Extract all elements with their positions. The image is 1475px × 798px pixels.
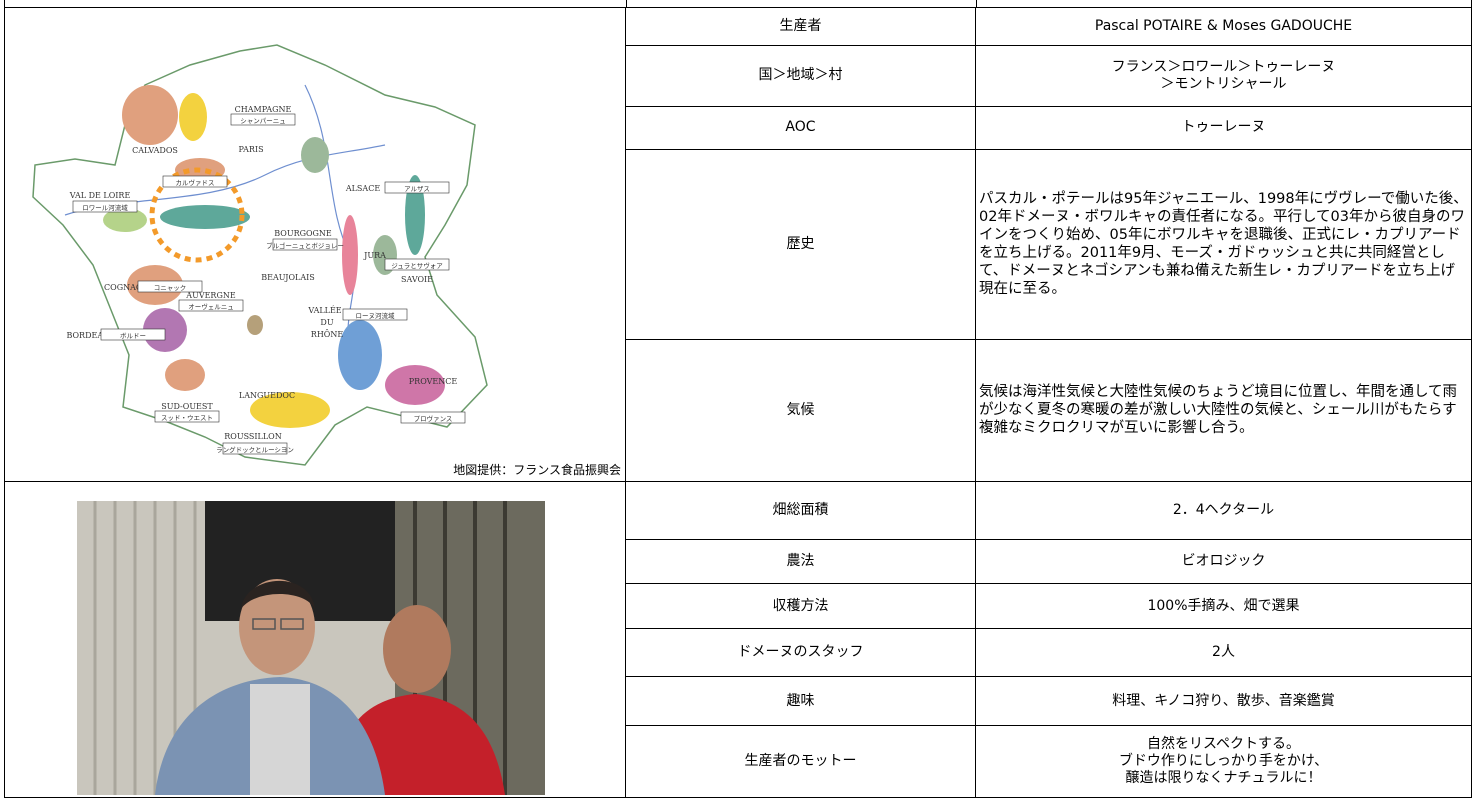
table-row: 国＞地域＞村 フランス＞ロワール＞トゥーレーヌ ＞モントリシャール (5, 45, 1472, 107)
label-box (222, 442, 288, 455)
map-label: ALSACE (345, 184, 380, 193)
map-label: DU (320, 318, 333, 327)
table-row: 収穫方法 100%手摘み、畑で選果 (5, 583, 1472, 630)
row-value: 2．4ヘクタール (975, 481, 1472, 540)
row-label: 収穫方法 (625, 583, 976, 630)
table-row: 気候 気候は海洋性気候と大陸性気候のちょうど境目に位置し、年間を通して雨が少なく夏… (5, 338, 1472, 483)
row-value: 100%手摘み、畑で選果 (975, 583, 1472, 630)
table-row: 趣味 料理、キノコ狩り、散歩、音楽鑑賞 (5, 675, 1472, 727)
map-label: LANGUEDOC (239, 391, 295, 400)
row-value: 自然をリスペクトする。 ブドウ作りにしっかり手をかけ、 醸造は限りなくナチュラル… (975, 725, 1472, 798)
label-box (400, 411, 466, 424)
map-label: PROVENCE (409, 377, 458, 386)
map-label: SUD-OUEST (161, 402, 213, 411)
row-label: 生産者のモットー (625, 725, 976, 798)
label-box (272, 238, 338, 251)
row-label: 生産者 (625, 6, 976, 47)
label-box (342, 308, 408, 321)
row-value: フランス＞ロワール＞トゥーレーヌ ＞モントリシャール (975, 45, 1472, 107)
map-label: BOURGOGNE (274, 229, 332, 238)
map-label: ラングドックとルーシヨン (216, 445, 294, 454)
map-caption: 地図提供：フランス食品振興会 (453, 463, 621, 477)
map-label: ボルドー (120, 332, 146, 340)
map-label: ブルゴーニュとボジョレー (266, 241, 344, 250)
table-row: AOC トゥーレーヌ (5, 105, 1472, 151)
page: CHAMPAGNE シャンパーニュ CALVADOS カルヴァドス PARIS ALSAC… (4, 0, 1472, 798)
row-label: 気候 (625, 338, 976, 483)
map-label: RHÔNE (311, 330, 344, 339)
map-label: コニャック (154, 284, 187, 292)
map-label: スッド・ウエスト (161, 414, 213, 422)
map-label: AUVERGNE (185, 291, 236, 300)
row-value: トゥーレーヌ (975, 105, 1472, 151)
row-label: 歴史 (625, 149, 976, 340)
producers-photo (77, 501, 545, 795)
map-label: BEAUJOLAIS (261, 273, 315, 282)
map-label: カルヴァドス (176, 178, 215, 187)
row-value: パスカル・ポテールは95年ジャニエール、1998年にヴヴレーで働いた後、02年ド… (975, 149, 1472, 340)
photo-cell (4, 481, 626, 798)
map-label: COGNAC (104, 283, 142, 292)
map-label: ローヌ河流域 (356, 311, 396, 320)
label-box (384, 258, 450, 271)
map-label: JURA (363, 251, 386, 260)
row-label: 畑総面積 (625, 481, 976, 540)
map-label: ジュラとサヴォア (391, 261, 443, 270)
label-box (137, 280, 203, 293)
row-value: 気候は海洋性気候と大陸性気候のちょうど境目に位置し、年間を通して雨が少なく夏冬の… (975, 338, 1472, 483)
table-row: 畑総面積 2．4ヘクタール (4, 481, 1472, 798)
row-label: 趣味 (625, 675, 976, 727)
label-box (154, 410, 220, 423)
label-box (384, 181, 450, 194)
map-label: BORDEAUX (66, 331, 115, 340)
map-label: シャンパーニュ (240, 117, 286, 125)
row-value: 料理、キノコ狩り、散歩、音楽鑑賞 (975, 675, 1472, 727)
map-label: CHAMPAGNE (235, 105, 292, 114)
label-box (100, 328, 166, 341)
wine-map: CHAMPAGNE シャンパーニュ CALVADOS カルヴァドス PARIS ALSAC… (32, 44, 488, 466)
row-value: ビオロジック (975, 538, 1472, 585)
map-label: CALVADOS (132, 146, 178, 155)
row-value: Pascal POTAIRE & Moses GADOUCHE (975, 6, 1472, 47)
label-box (72, 200, 138, 213)
producer-table: CHAMPAGNE シャンパーニュ CALVADOS カルヴァドス PARIS ALSAC… (4, 6, 1472, 798)
map-label: プロヴァンス (414, 414, 453, 423)
row-label: 国＞地域＞村 (625, 45, 976, 107)
label-box (162, 175, 228, 188)
table-row: 歴史 パスカル・ポテールは95年ジャニエール、1998年にヴヴレーで働いた後、02… (5, 149, 1472, 340)
label-box (178, 299, 244, 312)
map-label: ロワール河流域 (82, 203, 128, 212)
row-label: AOC (625, 105, 976, 151)
map-cell: CHAMPAGNE シャンパーニュ CALVADOS カルヴァドス PARIS ALSAC… (4, 7, 626, 482)
map-label: アルザス (404, 185, 430, 193)
row-label: 農法 (625, 538, 976, 585)
row-label: ドメーヌのスタッフ (625, 628, 976, 677)
table-row: CHAMPAGNE シャンパーニュ CALVADOS カルヴァドス PARIS ALSAC… (4, 6, 1472, 482)
map-label: VAL DE LOIRE (69, 191, 131, 200)
map-label: PARIS (238, 145, 263, 154)
map-label: SAVOIE (401, 275, 433, 284)
table-row: ドメーヌのスタッフ 2人 (5, 628, 1472, 677)
label-box (230, 113, 296, 126)
map-label: VALLÉE (307, 306, 341, 315)
row-value: 2人 (975, 628, 1472, 677)
map-label: オーヴェルニュ (188, 302, 234, 311)
map-label: ROUSSILLON (224, 432, 282, 441)
